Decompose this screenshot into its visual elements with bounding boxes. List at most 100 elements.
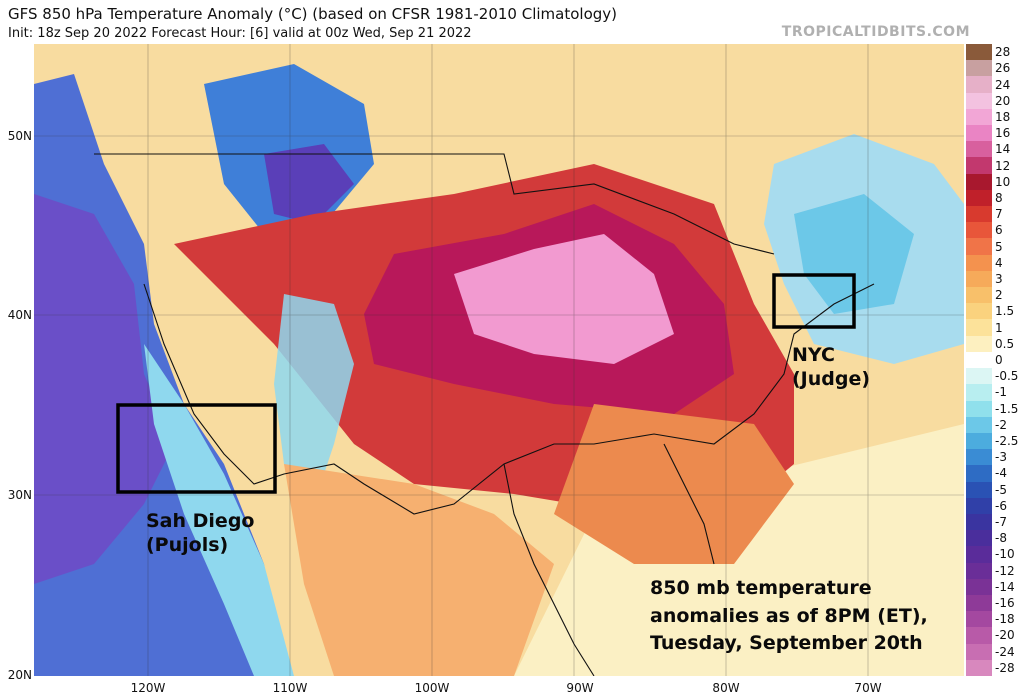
colorbar-tick-label: -8 bbox=[995, 531, 1007, 546]
coastal-cool-band bbox=[144, 344, 294, 676]
colorbar-tick-label: -1 bbox=[995, 385, 1007, 400]
nyc-annotation: NYC (Judge) bbox=[792, 344, 870, 392]
colorbar-segment bbox=[966, 76, 992, 94]
colorbar-tick-label: 0 bbox=[995, 353, 1003, 367]
colorbar-segment bbox=[966, 287, 992, 304]
colorbar-segment bbox=[966, 141, 992, 158]
colorbar-segment bbox=[966, 351, 992, 369]
mexico-warm-region bbox=[284, 464, 554, 676]
colorbar-segment bbox=[966, 189, 992, 207]
colorbar-tick-label: 18 bbox=[995, 109, 1011, 124]
colorbar-tick-label: 1 bbox=[995, 320, 1003, 335]
colorbar-tick-label: -18 bbox=[995, 612, 1015, 627]
lat-label-50n: 50N bbox=[7, 129, 32, 143]
colorbar-segment bbox=[966, 335, 992, 353]
lon-label-70w: 70W bbox=[854, 681, 882, 695]
colorbar-tick-label: 16 bbox=[995, 126, 1011, 141]
colorbar-segment bbox=[966, 530, 992, 547]
central-extreme-region bbox=[454, 234, 674, 364]
colorbar-segment bbox=[966, 432, 992, 450]
colorbar-segment bbox=[966, 206, 992, 223]
colorbar-tick-label: -7 bbox=[995, 515, 1007, 530]
colorbar-segment bbox=[966, 416, 992, 434]
graticule bbox=[34, 44, 964, 676]
lon-label-110w: 110W bbox=[272, 681, 308, 695]
colorbar-segment bbox=[966, 319, 992, 337]
colorbar-segment bbox=[966, 594, 992, 612]
colorbar-segment bbox=[966, 60, 992, 77]
colorbar-segment bbox=[966, 659, 992, 677]
colorbar-tick-label: 28 bbox=[995, 45, 1011, 60]
sd-annotation-line2: (Pujols) bbox=[146, 533, 229, 556]
note-annotation: 850 mb temperature anomalies as of 8PM (… bbox=[650, 575, 928, 658]
note-line1: 850 mb temperature bbox=[650, 577, 872, 599]
colorbar-segment bbox=[966, 449, 992, 466]
colorbar-segment bbox=[966, 270, 992, 288]
note-line2: anomalies as of 8PM (ET), bbox=[650, 604, 928, 627]
colorbar-tick-label: -5 bbox=[995, 482, 1007, 497]
colorbar-tick-label: -14 bbox=[995, 579, 1015, 594]
colorbar-segment bbox=[966, 44, 992, 61]
colorbar bbox=[966, 44, 992, 677]
colorbar-segment bbox=[966, 157, 992, 175]
colorbar-tick-label: 20 bbox=[995, 93, 1011, 108]
colorbar-tick-label: 0.5 bbox=[995, 336, 1015, 351]
colorbar-tick-label: 1.5 bbox=[995, 304, 1015, 319]
gulf-coast bbox=[503, 463, 595, 676]
colorbar-segment bbox=[966, 578, 992, 596]
colorbar-tick-label: -2 bbox=[995, 417, 1007, 432]
colorbar-segment bbox=[966, 125, 992, 142]
colorbar-tick-label: -12 bbox=[995, 563, 1015, 578]
northwest-deep-cold bbox=[264, 144, 354, 224]
lon-label-90w: 90W bbox=[566, 681, 594, 695]
florida-outline bbox=[663, 443, 715, 565]
colorbar-tick-label: -4 bbox=[995, 466, 1007, 481]
sd-annotation-line1: Sah Diego bbox=[146, 510, 255, 532]
colorbar-tick-label: 6 bbox=[995, 223, 1003, 238]
nyc-annotation-line2: (Judge) bbox=[792, 367, 871, 390]
brand-watermark: TROPICALTIDBITS.COM bbox=[781, 24, 970, 40]
colorbar-tick-label: 5 bbox=[995, 239, 1003, 254]
southeast-warm-region bbox=[554, 404, 794, 564]
colorbar-tick-label: -1.5 bbox=[995, 401, 1019, 416]
boundaries bbox=[94, 153, 875, 676]
colorbar-segment bbox=[966, 173, 992, 191]
colorbar-segment bbox=[966, 465, 992, 483]
us-coastline-border bbox=[143, 283, 875, 515]
map-subtitle: Init: 18z Sep 20 2022 Forecast Hour: [6]… bbox=[8, 26, 472, 41]
colorbar-tick-label: 4 bbox=[995, 255, 1003, 270]
colorbar-segment bbox=[966, 546, 992, 564]
lat-label-40n: 40N bbox=[7, 308, 32, 322]
colorbar-segment bbox=[966, 254, 992, 272]
colorbar-tick-label: 26 bbox=[995, 61, 1011, 76]
colorbar-segment bbox=[966, 222, 992, 239]
colorbar-tick-label: 10 bbox=[995, 174, 1011, 189]
colorbar-segment bbox=[966, 303, 992, 320]
colorbar-segment bbox=[966, 368, 992, 385]
colorbar-tick-label: -20 bbox=[995, 628, 1015, 643]
nyc-annotation-line1: NYC bbox=[792, 344, 835, 366]
san-diego-box bbox=[116, 403, 277, 494]
colorbar-segment bbox=[966, 481, 992, 499]
anomaly-map bbox=[34, 44, 964, 676]
colorbar-segment bbox=[966, 400, 992, 418]
colorbar-tick-label: 2 bbox=[995, 288, 1003, 303]
us-canada-border bbox=[94, 153, 775, 255]
colorbar-segment bbox=[966, 384, 992, 401]
rockies-cool-patch bbox=[274, 294, 354, 504]
pacific-very-cold-region bbox=[34, 194, 174, 584]
colorbar-tick-label: -3 bbox=[995, 450, 1007, 465]
colorbar-tick-label: 3 bbox=[995, 271, 1003, 286]
colorbar-segment bbox=[966, 92, 992, 110]
colorbar-tick-label: -6 bbox=[995, 498, 1007, 513]
lat-label-30n: 30N bbox=[7, 488, 32, 502]
colorbar-segment bbox=[966, 238, 992, 256]
lon-label-100w: 100W bbox=[414, 681, 450, 695]
san-diego-annotation: Sah Diego (Pujols) bbox=[146, 510, 254, 558]
northeast-colder-core bbox=[794, 194, 914, 314]
colorbar-tick-label: 24 bbox=[995, 77, 1011, 92]
colorbar-segment bbox=[966, 497, 992, 515]
colorbar-tick-label: -24 bbox=[995, 644, 1015, 659]
colorbar-tick-label: 7 bbox=[995, 207, 1003, 222]
colorbar-segment bbox=[966, 611, 992, 628]
